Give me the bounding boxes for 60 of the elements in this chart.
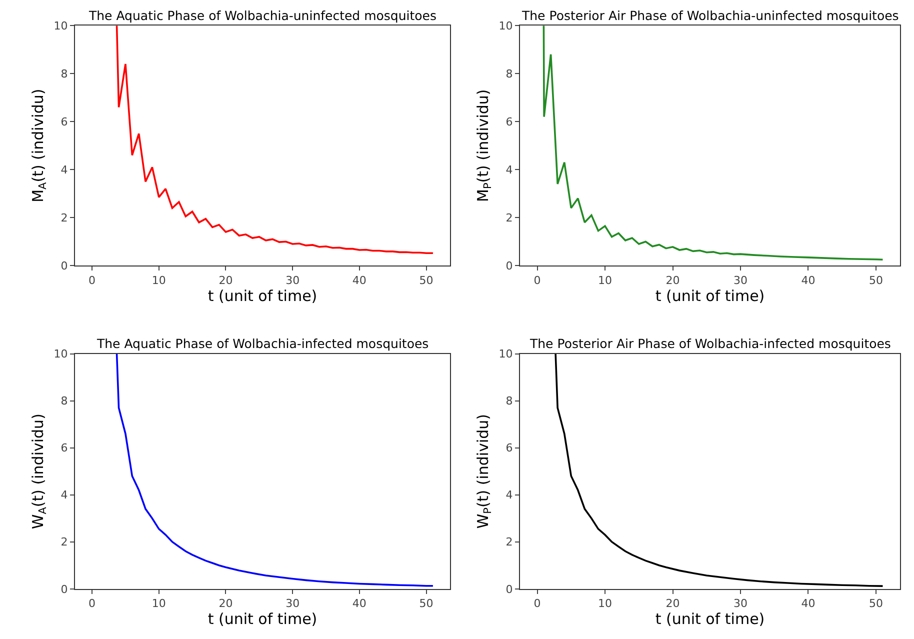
x-tick-label: 20 [666,597,680,610]
y-tick-label: 10 [54,19,68,32]
y-tick-label: 2 [60,536,68,549]
y-tick-label: 2 [60,211,68,224]
line-series [116,26,434,254]
y-tick-label: 6 [506,442,513,455]
x-tick-label: 40 [801,274,816,287]
y-tick-label: 0 [506,259,513,272]
x-tick-label: 30 [733,274,748,287]
x-tick-label: 0 [534,597,541,610]
x-tick-label: 0 [534,274,541,287]
x-tick-label: 20 [218,274,233,287]
y-tick-label: 8 [506,67,513,80]
x-axis-title: t (unit of time) [208,286,318,305]
line-series [554,354,884,587]
x-axis-title: t (unit of time) [655,286,765,305]
x-tick-label: 50 [419,597,434,610]
x-tick-label: 0 [88,597,96,610]
x-axis-title: t (unit of time) [655,610,765,628]
y-tick-label: 10 [54,348,68,361]
y-tick-label: 10 [498,19,513,32]
y-tick-label: 8 [60,394,68,408]
x-tick-label: 50 [868,274,883,287]
y-tick-label: 0 [60,259,68,272]
y-tick-label: 2 [506,211,513,224]
chart-title: The Aquatic Phase of Wolbachia-uninfected mosquitoes [88,8,437,23]
y-tick-label: 4 [506,163,513,176]
x-tick-label: 50 [419,274,434,287]
x-tick-label: 40 [801,597,816,610]
chart-title: The Aquatic Phase of Wolbachia-infected mosquitoes [96,336,429,351]
y-tick-label: 8 [506,394,513,408]
x-tick-label: 10 [598,274,612,287]
x-tick-label: 0 [88,274,96,287]
chart-title: The Posterior Air Phase of Wolbachia-uninfected mosquitoes [521,8,899,23]
y-tick-label: 6 [60,442,68,455]
line-series [116,354,434,587]
x-tick-label: 10 [598,597,612,610]
y-tick-label: 10 [498,348,513,361]
x-tick-label: 30 [286,274,300,287]
y-tick-label: 4 [506,488,513,502]
x-tick-label: 20 [218,597,233,610]
x-tick-label: 40 [352,274,366,287]
y-tick-label: 4 [60,163,68,176]
x-tick-label: 10 [152,274,166,287]
y-tick-label: 6 [60,115,68,128]
x-tick-label: 40 [352,597,366,610]
chart-title: The Posterior Air Phase of Wolbachia-infected mosquitoes [529,336,891,351]
x-axis-title: t (unit of time) [208,610,318,628]
x-tick-label: 30 [286,597,300,610]
line-series [542,26,884,261]
x-tick-label: 30 [733,597,748,610]
x-tick-label: 20 [666,274,680,287]
y-tick-label: 6 [506,115,513,128]
y-tick-label: 8 [60,67,68,80]
y-tick-label: 0 [506,582,513,596]
y-tick-label: 4 [60,488,68,502]
y-tick-label: 0 [60,582,68,596]
x-tick-label: 10 [152,597,166,610]
y-tick-label: 2 [506,536,513,549]
x-tick-label: 50 [868,597,883,610]
